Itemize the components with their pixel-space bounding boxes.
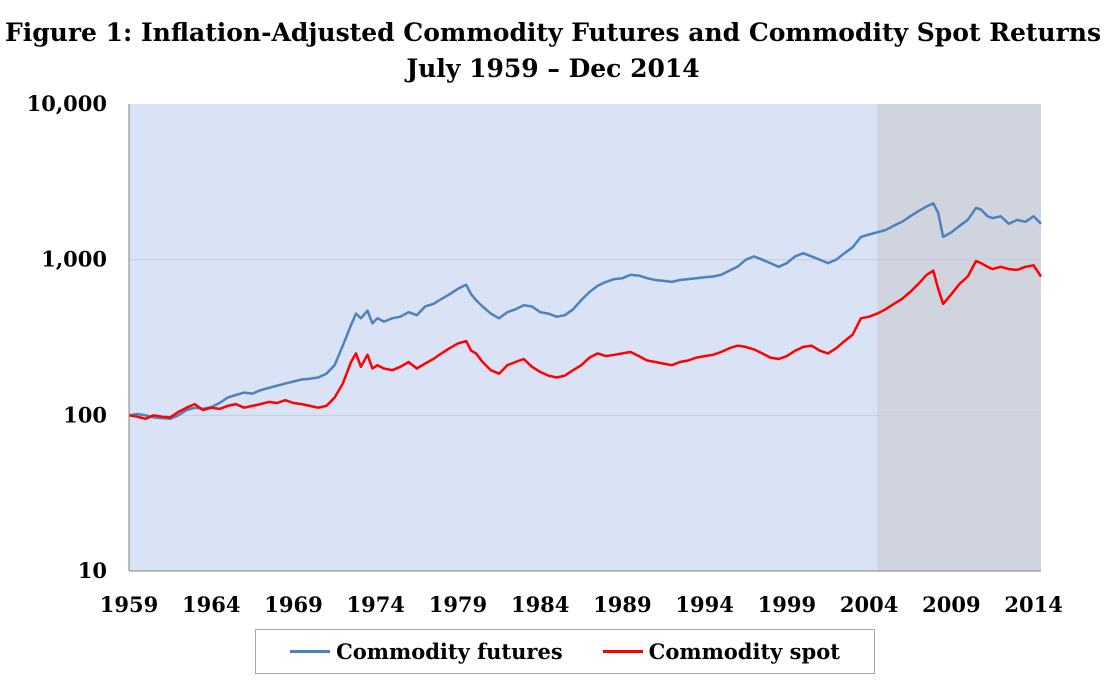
- x-tick-label: 2009: [922, 592, 980, 617]
- series-line-futures: [128, 202, 1042, 421]
- legend-swatch-spot: [602, 650, 643, 653]
- axes: 10 100 1,000 10,000 1959 1964 1969 1974 1979 1984…: [27, 91, 1063, 617]
- x-tick-label: 2014: [1004, 592, 1062, 617]
- legend-swatch-futures: [290, 650, 331, 653]
- series-line-spot: [128, 259, 1043, 421]
- x-tick-label: 1989: [593, 592, 651, 617]
- legend-item-futures: Commodity futures: [290, 639, 563, 664]
- legend-label-futures: Commodity futures: [336, 639, 563, 664]
- x-tick-label: 1974: [346, 592, 404, 617]
- chart-subtitle: July 1959 – Dec 2014: [406, 54, 700, 83]
- x-tick-label: 1969: [264, 592, 322, 617]
- plot-area: [129, 104, 1041, 571]
- x-tick-label: 1959: [100, 592, 158, 617]
- shaded-region: [877, 104, 1041, 571]
- gridlines: [129, 259, 1041, 416]
- x-tick-label: 2004: [840, 592, 898, 617]
- y-tick-label: 10: [78, 558, 107, 583]
- y-tick-label: 10,000: [27, 91, 107, 116]
- x-tick-label: 1999: [758, 592, 816, 617]
- y-tick-label: 100: [63, 402, 107, 427]
- chart-title: Figure 1: Inflation-Adjusted Commodity F…: [4, 18, 1102, 47]
- x-tick-label: 1994: [675, 592, 733, 617]
- x-tick-label: 1964: [182, 592, 240, 617]
- legend: Commodity futures Commodity spot: [255, 629, 875, 674]
- legend-label-spot: Commodity spot: [648, 639, 840, 664]
- series-group: [128, 202, 1043, 421]
- x-tick-label: 1979: [429, 592, 487, 617]
- y-tick-label: 1,000: [41, 247, 107, 272]
- legend-item-spot: Commodity spot: [602, 639, 840, 664]
- x-tick-label: 1984: [511, 592, 569, 617]
